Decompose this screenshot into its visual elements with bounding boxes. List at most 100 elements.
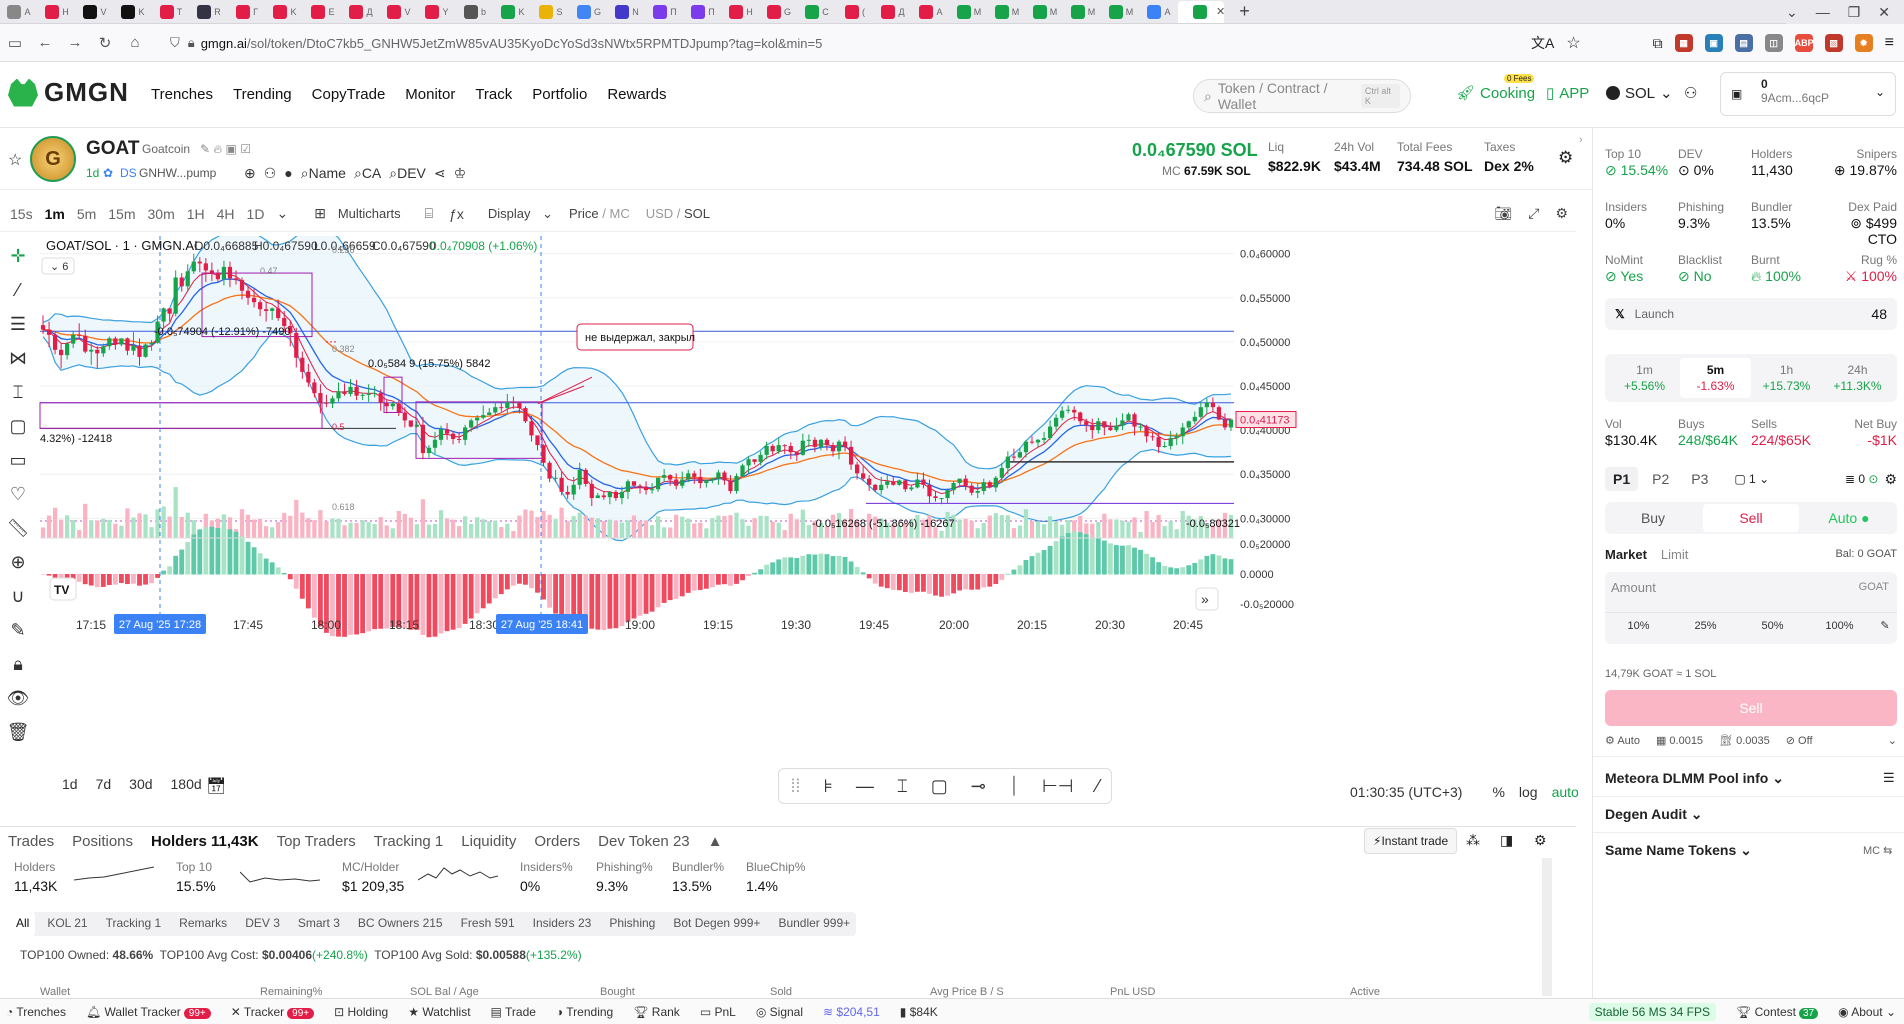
menu-copytrade[interactable]: CopyTrade (311, 86, 386, 103)
auto-scale-toggle[interactable]: auto (1551, 784, 1579, 800)
column-header[interactable]: Bought (600, 986, 635, 998)
same-name-section[interactable]: Same Name Tokens ⌄ (1605, 842, 1752, 858)
period-24h[interactable]: 24h +11.3K% (1822, 358, 1893, 398)
browser-tab[interactable]: A (1140, 1, 1178, 23)
tab-positions[interactable]: Positions (72, 833, 134, 850)
browser-tab[interactable]: M (1102, 1, 1140, 23)
footer-sol-price[interactable]: ≋ $204,51 (823, 1004, 880, 1019)
horizontal-line-icon[interactable]: — (855, 775, 874, 796)
extension-2-icon[interactable]: ▣ (1704, 34, 1723, 52)
restore-icon[interactable]: ❐ (1847, 3, 1861, 20)
trash-icon[interactable]: 🗑︎ (6, 722, 30, 742)
amount-input[interactable]: Amount (1611, 580, 1656, 595)
tab-liquidity[interactable]: Liquidity (461, 833, 517, 850)
rectangle-icon[interactable]: ▢ (9, 416, 27, 436)
bubble-map-icon[interactable]: ⁂ (1466, 832, 1480, 848)
browser-tab[interactable]: V (76, 1, 114, 23)
camera-icon[interactable]: 📷︎ (1494, 205, 1513, 221)
preset-p3[interactable]: P3 (1691, 471, 1709, 487)
footer-about[interactable]: ◉ About ⌄ (1838, 1004, 1896, 1019)
browser-tab[interactable]: N (608, 1, 646, 23)
browser-tab[interactable]: E (304, 1, 342, 23)
browser-tab[interactable]: M (1064, 1, 1102, 23)
gmgn-logo[interactable]: GMGN (8, 77, 129, 108)
browser-tab[interactable]: Y (418, 1, 456, 23)
tip-fee[interactable]: ⛽︎ 0.0035 (1719, 735, 1770, 747)
interval-30m[interactable]: 30m (147, 205, 175, 222)
filter-fresh[interactable]: Fresh 591 (460, 916, 515, 930)
clock-readout[interactable]: 01:30:35 (UTC+3) (1350, 784, 1463, 800)
chart-settings-icon[interactable]: ⚙ (1555, 205, 1568, 221)
share-icon[interactable]: ⋖ (433, 165, 446, 181)
browser-tab[interactable]: R (190, 1, 228, 23)
group-icon[interactable]: ⚇ (263, 165, 277, 181)
browser-tab[interactable]: M (988, 1, 1026, 23)
browser-tab[interactable]: T (152, 1, 190, 23)
interval-4h[interactable]: 4H (216, 205, 235, 222)
browser-tab[interactable]: A (912, 1, 950, 23)
fx-indicators-icon[interactable]: ƒx (449, 205, 464, 222)
eye-icon[interactable]: 👁︎ (6, 688, 30, 708)
percent-100[interactable]: 100% (1825, 619, 1854, 632)
price-chart[interactable]: 0.0₄60000 0.0₄55000 0.0₄50000 0.0₄45000 0.0₄… (36, 236, 1576, 736)
percent-scale-toggle[interactable]: % (1492, 784, 1505, 800)
cooking-button[interactable]: 🚀︎ Cooking 0 Fees (1456, 74, 1535, 102)
market-tab[interactable]: Market (1605, 546, 1647, 562)
period-1m[interactable]: 1m +5.56% (1609, 358, 1680, 398)
tab-dev[interactable]: Dev Token 23 (598, 833, 690, 850)
horizontal-ray-icon[interactable]: ⊸ (970, 775, 986, 796)
zoom-in-icon[interactable]: ⊕ (10, 552, 26, 572)
settings-gear-icon[interactable]: ⚙ (1558, 148, 1574, 167)
mc-sort[interactable]: MC ⇆ (1863, 845, 1893, 857)
column-header[interactable]: SOL Bal / Age (410, 986, 479, 998)
column-header[interactable]: PnL USD (1110, 986, 1156, 998)
box-icon[interactable]: ▢ (930, 775, 948, 796)
new-tab-icon[interactable]: + (1239, 1, 1250, 21)
filter-bot[interactable]: Bot Degen 999+ (673, 916, 761, 930)
vertical-line-icon[interactable]: ⏐ (1008, 775, 1020, 796)
user-icon[interactable]: ⚇ (1684, 85, 1698, 102)
fullscreen-icon[interactable]: ⤢ (1528, 205, 1540, 221)
filter-bc[interactable]: BC Owners 215 (357, 916, 443, 930)
footer-pnl[interactable]: ▭ PnL (700, 1005, 736, 1019)
filter-remarks[interactable]: Remarks (179, 916, 228, 930)
pattern-icon[interactable]: ⋈ (9, 348, 27, 368)
website-icon[interactable]: ⊕ (244, 165, 256, 181)
tab-holders[interactable]: Holders 11,43K (151, 833, 259, 850)
tab-orders[interactable]: Orders (534, 833, 581, 850)
browser-tab[interactable]: K (266, 1, 304, 23)
interval-15m[interactable]: 15m (108, 205, 136, 222)
indicators-compare-icon[interactable]: ⌸ (424, 205, 434, 221)
fib-lines-icon[interactable]: ☰ (9, 314, 27, 334)
chevron-down-icon[interactable]: ⌄ (1785, 3, 1798, 20)
filter-tracking[interactable]: Tracking 1 (105, 916, 162, 930)
filter-all[interactable]: All (10, 912, 36, 936)
browser-tab[interactable]: Д (342, 1, 380, 23)
browser-tab[interactable]: b (456, 1, 494, 23)
translate-icon[interactable]: 文A (1530, 35, 1555, 51)
chevron-down-icon[interactable]: ⌄ (276, 205, 289, 221)
extension-1-icon[interactable]: ▦ (1674, 34, 1693, 52)
drag-handle-icon[interactable]: ⁞⁞ (790, 775, 801, 796)
menu-rewards[interactable]: Rewards (607, 86, 667, 103)
search-ca-link[interactable]: ⌕CA (353, 165, 382, 181)
range-180d[interactable]: 180d (170, 776, 202, 792)
preset-p1[interactable]: P1 (1605, 467, 1639, 491)
browser-tab[interactable]: ( (836, 1, 874, 23)
measure-icon[interactable]: ⌶ (12, 382, 24, 402)
menu-trending[interactable]: Trending (232, 86, 292, 103)
token-avatar[interactable]: G (30, 136, 76, 182)
buy-tab[interactable]: Buy (1640, 510, 1666, 526)
heart-icon[interactable]: ♡ (9, 484, 27, 504)
search-name-link[interactable]: ⌕Name (300, 165, 346, 181)
footer-contest[interactable]: 🏆︎ Contest 37 (1736, 1005, 1819, 1019)
telegram-icon[interactable]: ● (284, 165, 293, 181)
search-input[interactable]: ⌕ Token / Contract / Wallet Ctrl alt K (1193, 79, 1411, 113)
dexscreener-link[interactable]: DS (120, 166, 137, 180)
back-icon[interactable]: ← (37, 34, 53, 51)
interval-1d[interactable]: 1D (246, 205, 265, 222)
app-button[interactable]: ▯ APP (1546, 84, 1589, 103)
menu-trenches[interactable]: Trenches (151, 86, 213, 103)
column-header[interactable]: Active (1350, 986, 1380, 998)
menu-icon[interactable]: ≡ (1884, 34, 1894, 51)
